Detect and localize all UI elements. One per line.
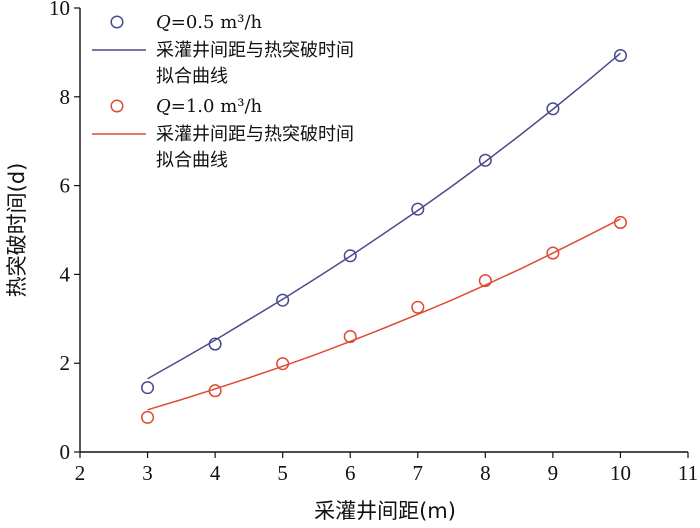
legend-label: 拟合曲线 [156, 66, 228, 87]
data-point-series-0 [411, 202, 425, 216]
legend-label: 采灌井间距与热突破时间 [156, 40, 354, 61]
x-tick-label: 9 [548, 461, 559, 485]
x-axis-label: 采灌井间距(m) [314, 499, 456, 523]
x-tick-label: 2 [75, 461, 86, 485]
data-point-series-0 [208, 337, 222, 351]
y-tick-label: 8 [60, 85, 71, 109]
axes [79, 8, 688, 453]
y-tick-label: 4 [60, 262, 71, 286]
data-point-series-0 [141, 381, 155, 395]
fit-lines [147, 52, 621, 411]
y-axis-ticks: 0 2 4 6 8 10 [49, 0, 80, 464]
data-point-series-2 [276, 357, 290, 371]
y-tick-label: 2 [60, 351, 71, 375]
fit-line-series-1 [147, 52, 621, 380]
data-point-series-0 [613, 48, 627, 63]
legend-marker [110, 15, 124, 29]
data-point-series-2 [141, 410, 155, 424]
data-point-series-0 [276, 293, 290, 307]
x-tick-label: 11 [678, 461, 698, 485]
data-point-series-0 [478, 153, 492, 167]
x-axis-ticks: 2 3 4 5 6 7 8 9 10 11 [75, 452, 698, 485]
x-tick-label: 4 [210, 461, 221, 485]
y-tick-label: 6 [60, 174, 71, 198]
legend-label: Q=1.0 m³/h [156, 96, 263, 117]
data-points [141, 48, 627, 424]
x-tick-label: 7 [413, 461, 424, 485]
x-tick-label: 6 [345, 461, 356, 485]
data-point-series-2 [208, 384, 222, 398]
legend-label: 采灌井间距与热突破时间 [156, 124, 354, 145]
y-axis-label: 热突破时间(d) [5, 163, 29, 298]
x-tick-label: 10 [610, 461, 631, 485]
legend-label: 拟合曲线 [156, 150, 228, 171]
data-point-series-2 [478, 274, 492, 288]
data-point-series-0 [546, 102, 560, 116]
data-point-series-0 [343, 249, 357, 263]
fit-line-series-3 [147, 218, 621, 411]
legend-entry: Q=1.0 m³/h [110, 96, 263, 117]
x-tick-label: 3 [142, 461, 153, 485]
data-point-series-2 [411, 300, 425, 314]
data-point-series-2 [546, 246, 560, 260]
x-tick-label: 5 [277, 461, 288, 485]
data-point-series-2 [613, 215, 627, 230]
y-tick-label: 10 [49, 0, 70, 20]
data-point-series-2 [343, 330, 357, 344]
x-tick-label: 8 [480, 461, 491, 485]
legend-label: Q=0.5 m³/h [156, 12, 263, 33]
legend-marker [110, 99, 124, 113]
y-tick-label: 0 [60, 440, 71, 464]
legend-entry: Q=0.5 m³/h [110, 12, 263, 33]
